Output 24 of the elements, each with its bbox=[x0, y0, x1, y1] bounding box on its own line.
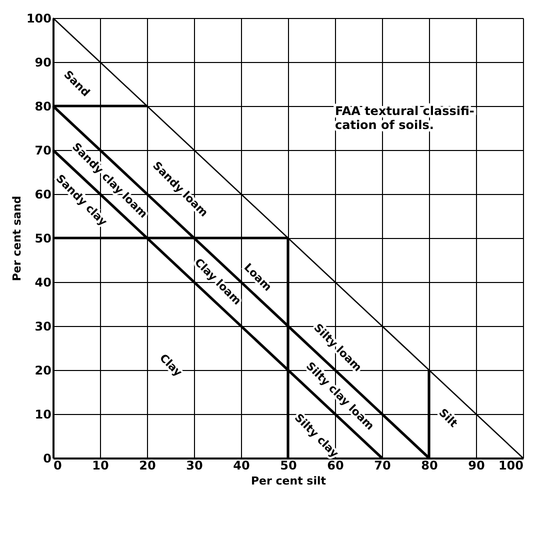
x-tick-label: 100 bbox=[498, 458, 524, 472]
y-tick-label: 70 bbox=[34, 144, 52, 158]
y-tick-label: 80 bbox=[34, 100, 52, 114]
x-axis-title: Per cent silt bbox=[250, 474, 326, 488]
x-tick-label: 50 bbox=[280, 458, 297, 472]
x-tick-label: 90 bbox=[468, 458, 485, 472]
y-tick-label: 40 bbox=[34, 276, 52, 290]
y-tick-label: 30 bbox=[34, 320, 52, 334]
x-tick-label: 20 bbox=[139, 458, 156, 472]
x-tick-label: 0 bbox=[54, 458, 62, 472]
y-tick-label: 20 bbox=[34, 364, 52, 378]
y-tick-label: 90 bbox=[34, 56, 52, 70]
x-tick-label: 10 bbox=[92, 458, 109, 472]
y-axis-title: Per cent sand bbox=[10, 196, 24, 282]
x-tick-label: 40 bbox=[233, 458, 250, 472]
annotation: Silt bbox=[436, 406, 460, 430]
y-tick-label: 10 bbox=[34, 408, 52, 422]
x-tick-label: 70 bbox=[374, 458, 391, 472]
y-tick-label: 50 bbox=[34, 232, 52, 246]
x-tick-label: 30 bbox=[186, 458, 203, 472]
x-tick-label: 60 bbox=[327, 458, 344, 472]
x-tick-label: 80 bbox=[421, 458, 438, 472]
y-tick-label: 60 bbox=[34, 188, 52, 202]
y-tick-label: 100 bbox=[26, 12, 52, 26]
